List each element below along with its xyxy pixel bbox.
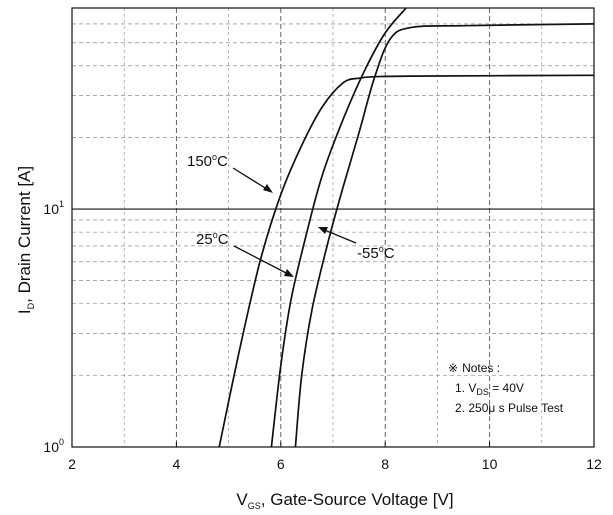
arrowhead-25c [284,269,294,277]
series-line-2 [294,23,595,448]
x-tick-label: 4 [173,456,181,472]
x-tick-label: 12 [586,456,602,472]
annotation-25c: 25oC [196,230,294,277]
label-150c: 150oC [187,152,228,170]
x-tick-label: 2 [68,456,76,472]
notes-line-2: 2. 250μ s Pulse Test [455,401,564,415]
notes-line-1: 1. VDS = 40V [455,381,524,397]
notes-title: ※ Notes : [448,361,500,375]
y-axis-title: ID, Drain Current [A] [15,166,36,314]
x-tick-label: 6 [277,456,285,472]
plot-frame [71,7,595,448]
y-tick-label: 100 [43,437,64,455]
label-minus55c: -55oC [357,244,395,262]
notes-box: ※ Notes : 1. VDS = 40V 2. 250μ s Pulse Te… [448,361,564,415]
x-tick-label: 10 [482,456,498,472]
x-axis-title: VGS, Gate-Source Voltage [V] [236,490,453,511]
series-line-1 [270,7,407,448]
series-line-0 [218,74,595,448]
y-tick-base: 10 [43,439,59,455]
arrowhead-150c [263,184,273,193]
arrow-25c [233,245,291,276]
chart-grid [72,8,594,447]
y-tick-base: 10 [43,201,59,217]
y-tick-label: 101 [43,199,64,217]
y-tick-exponent: 0 [59,437,64,447]
label-25c: 25oC [196,230,229,248]
annotation-150c: 150oC [187,152,273,193]
x-tick-label: 8 [381,456,389,472]
annotation-minus55c: -55oC [318,227,395,262]
arrow-150c [232,167,271,192]
y-tick-exponent: 1 [59,199,64,209]
chart-curves [218,7,595,448]
arrow-minus55c [321,228,357,244]
arrowhead-minus55c [318,227,328,234]
